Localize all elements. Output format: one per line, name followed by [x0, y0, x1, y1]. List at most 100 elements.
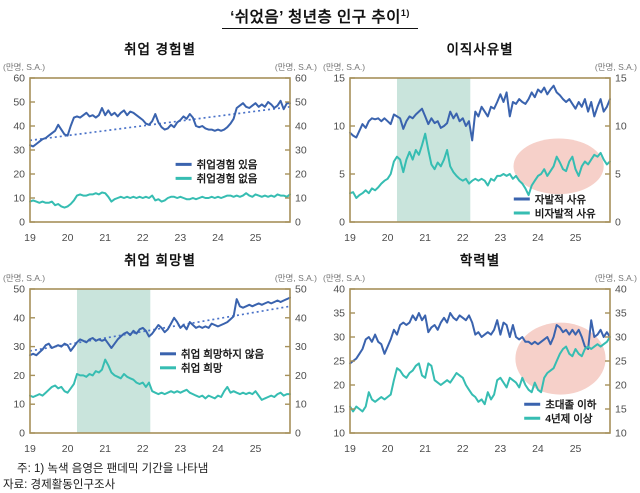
x-tick-label: 19 — [24, 443, 36, 455]
page-title-footnote-marker: 1) — [400, 7, 410, 18]
highlight-ellipse — [515, 322, 606, 395]
x-tick-label: 25 — [570, 232, 582, 244]
y-tick-label-right: 10 — [615, 428, 627, 440]
y-tick-label-right: 20 — [295, 169, 307, 181]
y-tick-label-left: 35 — [333, 308, 345, 320]
panel-title-quit-reason: 이직사유별 — [446, 42, 514, 57]
unit-label-right: (만명, S.A.) — [275, 62, 317, 72]
legend-label: 취업 희망하지 않음 — [181, 348, 264, 361]
x-tick-label: 19 — [344, 443, 356, 455]
y-tick-label-left: 0 — [19, 428, 25, 440]
page-title: ‘쉬었음’ 청년층 인구 추이1) — [222, 5, 418, 29]
y-tick-label-right: 30 — [295, 145, 307, 157]
y-tick-label-right: 60 — [295, 73, 307, 85]
y-tick-label-left: 40 — [333, 284, 345, 296]
y-tick-label-right: 10 — [615, 121, 627, 133]
y-tick-label-left: 0 — [339, 217, 345, 229]
y-tick-label-right: 5 — [615, 169, 621, 181]
panel-quit-reason: 이직사유별 0 0 5 5 10 10 15 15 19 20 21 22 23 24 25 (만명, S.A… — [320, 37, 640, 248]
legend-label: 취업경험 없음 — [197, 172, 258, 185]
x-tick-label: 24 — [532, 443, 544, 455]
figure-header: ‘쉬었음’ 청년층 인구 추이1) — [0, 0, 640, 37]
series-line — [29, 358, 291, 401]
x-tick-label: 23 — [175, 443, 187, 455]
y-tick-label-left: 5 — [339, 169, 345, 181]
y-tick-label-left: 20 — [333, 380, 345, 392]
series-line — [29, 99, 291, 148]
y-tick-label-right: 0 — [615, 217, 621, 229]
x-tick-label: 20 — [382, 232, 394, 244]
x-tick-label: 23 — [495, 443, 507, 455]
y-tick-label-right: 30 — [295, 341, 307, 353]
chart-employment-experience: 0 0 10 10 20 20 30 30 40 40 50 50 60 60 19 20 21 22 23 24 25… — [3, 62, 317, 244]
x-tick-label: 22 — [137, 443, 149, 455]
x-tick-label: 20 — [382, 443, 394, 455]
y-tick-label-left: 50 — [13, 97, 25, 109]
x-tick-label: 23 — [175, 232, 187, 244]
x-tick-label: 19 — [24, 232, 36, 244]
panel-job-desire: 취업 희망별 0 0 10 10 20 20 30 30 40 40 50 50 19 20 21 22 23 2… — [0, 248, 320, 459]
y-tick-label-right: 35 — [615, 308, 627, 320]
x-tick-label: 24 — [212, 443, 224, 455]
y-tick-label-right: 15 — [615, 404, 627, 416]
legend-label: 비자발적 사유 — [535, 207, 596, 220]
y-tick-label-left: 0 — [19, 217, 25, 229]
x-tick-label: 19 — [344, 232, 356, 244]
y-tick-label-left: 10 — [333, 428, 345, 440]
page-title-text: ‘쉬었음’ 청년층 인구 추이 — [230, 9, 401, 26]
y-tick-label-left: 50 — [13, 284, 25, 296]
legend-label: 자발적 사유 — [535, 193, 587, 206]
y-tick-label-right: 20 — [295, 370, 307, 382]
y-tick-label-left: 10 — [13, 399, 25, 411]
y-tick-label-right: 40 — [295, 312, 307, 324]
panel-employment-experience: 취업 경험별 0 0 10 10 20 20 30 30 40 40 50 50 60 60 19 20 21 2… — [0, 37, 320, 248]
y-tick-label-right: 50 — [295, 97, 307, 109]
series-line — [349, 312, 611, 365]
unit-label-left: (만명, S.A.) — [323, 62, 365, 72]
legend-label: 초대졸 이하 — [545, 398, 597, 411]
pandemic-band — [76, 289, 151, 433]
legend-label: 4년제 이상 — [545, 412, 593, 425]
y-tick-label-left: 10 — [333, 121, 345, 133]
series-line — [29, 296, 291, 357]
y-tick-label-left: 60 — [13, 73, 25, 85]
chart-education-level: 10 10 15 15 20 20 25 25 30 30 35 35 40 40 19 20 21 22 23 24… — [323, 273, 637, 455]
x-tick-label: 21 — [99, 443, 111, 455]
series-line — [349, 132, 611, 199]
y-tick-label-left: 30 — [13, 145, 25, 157]
chart-grid: 취업 경험별 0 0 10 10 20 20 30 30 40 40 50 50 60 60 19 20 21 2… — [0, 37, 640, 459]
y-tick-label-right: 0 — [295, 428, 301, 440]
y-tick-label-right: 10 — [295, 193, 307, 205]
series-line — [29, 191, 291, 209]
series-line — [349, 336, 611, 413]
highlight-ellipse — [513, 138, 604, 195]
chart-quit-reason: 0 0 5 5 10 10 15 15 19 20 21 22 23 24 25 (만명, S.A.) (만명,… — [323, 62, 637, 244]
x-tick-label: 22 — [137, 232, 149, 244]
chart-job-desire: 0 0 10 10 20 20 30 30 40 40 50 50 19 20 21 22 23 24 25 (만명,… — [3, 273, 317, 455]
unit-label-right: (만명, S.A.) — [595, 62, 637, 72]
panel-title-employment-experience: 취업 경험별 — [124, 42, 196, 57]
panel-title-education-level: 학력별 — [459, 253, 501, 268]
x-tick-label: 22 — [457, 443, 469, 455]
y-tick-label-right: 0 — [295, 217, 301, 229]
unit-label-right: (만명, S.A.) — [275, 273, 317, 283]
unit-label-right: (만명, S.A.) — [595, 273, 637, 283]
x-tick-label: 24 — [532, 232, 544, 244]
series-line — [349, 84, 611, 142]
y-tick-label-left: 10 — [13, 193, 25, 205]
legend-label: 취업경험 있음 — [197, 158, 258, 171]
figure-footer: 주: 1) 녹색 음영은 팬데믹 기간을 나타냄 자료: 경제활동인구조사 — [0, 459, 640, 493]
x-tick-label: 23 — [495, 232, 507, 244]
x-tick-label: 25 — [250, 443, 262, 455]
plot-frame — [29, 288, 291, 434]
y-tick-label-right: 10 — [295, 399, 307, 411]
x-tick-label: 21 — [419, 232, 431, 244]
unit-label-left: (만명, S.A.) — [3, 273, 45, 283]
legend-label: 취업 희망 — [181, 362, 223, 375]
x-tick-label: 22 — [457, 232, 469, 244]
y-tick-label-left: 30 — [13, 341, 25, 353]
unit-label-left: (만명, S.A.) — [323, 273, 365, 283]
y-tick-label-right: 25 — [615, 356, 627, 368]
x-tick-label: 20 — [62, 232, 74, 244]
